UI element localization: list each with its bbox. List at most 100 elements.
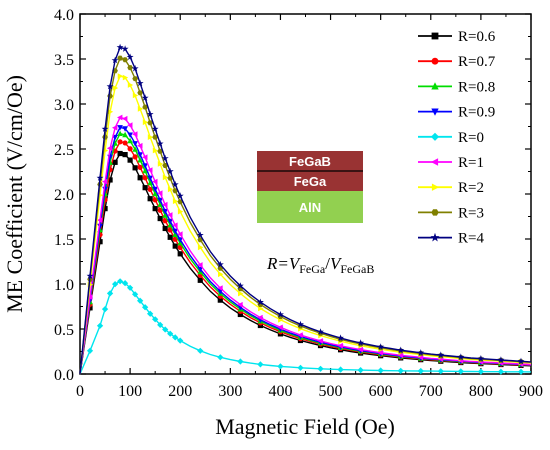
data-point xyxy=(96,322,104,329)
ratio-formula: R=VFeGa/VFeGaB xyxy=(266,254,374,276)
data-point xyxy=(497,356,505,363)
layer-fega-label: FeGa xyxy=(294,174,327,189)
data-point xyxy=(142,154,148,161)
data-point xyxy=(122,115,128,122)
data-point xyxy=(457,368,464,375)
data-point xyxy=(157,197,163,204)
data-point xyxy=(297,332,303,338)
data-point xyxy=(127,284,134,291)
data-point xyxy=(277,310,284,318)
data-point xyxy=(256,298,264,306)
data-point xyxy=(217,354,224,361)
data-point xyxy=(258,305,264,312)
data-point xyxy=(137,90,143,96)
y-tick-label: 2.0 xyxy=(54,187,74,204)
legend-entry: R=4 xyxy=(418,231,484,247)
legend-entry: R=0.7 xyxy=(418,54,496,70)
data-point xyxy=(132,92,139,99)
y-tick-label: 2.5 xyxy=(54,142,74,159)
data-point xyxy=(317,328,324,335)
data-point xyxy=(137,164,143,170)
data-point xyxy=(132,131,138,137)
data-point xyxy=(137,175,143,181)
legend-label: R=0 xyxy=(458,130,484,146)
data-point xyxy=(117,278,124,285)
data-point xyxy=(172,334,179,341)
data-point xyxy=(101,178,108,185)
x-tick-label: 800 xyxy=(469,383,493,400)
data-point xyxy=(397,346,405,354)
legend-swatch-marker xyxy=(430,232,440,242)
x-tick-label: 400 xyxy=(268,383,292,400)
x-tick-label: 700 xyxy=(419,383,443,400)
x-tick-label: 300 xyxy=(218,383,242,400)
data-point xyxy=(147,179,153,186)
data-point xyxy=(162,212,168,218)
data-point xyxy=(317,365,324,372)
legend-label: R=0.9 xyxy=(458,105,495,121)
data-point xyxy=(147,310,154,317)
data-point xyxy=(172,243,178,249)
axis-tick-labels: 0 100 200 300 400 500 600 700 800 900 0.0 0.5 1.0 1.5… xyxy=(54,7,543,400)
y-tick-label: 4.0 xyxy=(54,7,74,24)
data-point xyxy=(152,178,158,185)
data-point xyxy=(172,228,179,235)
data-point xyxy=(437,368,444,375)
data-point xyxy=(377,349,383,356)
data-point xyxy=(147,167,153,173)
data-point xyxy=(357,346,363,353)
data-point xyxy=(172,198,179,205)
data-point xyxy=(147,175,153,182)
data-point xyxy=(157,190,163,196)
legend-entry: R=0.8 xyxy=(418,79,495,95)
legend-entry: R=0.9 xyxy=(418,105,495,121)
data-point xyxy=(152,186,158,193)
data-point xyxy=(142,175,148,181)
data-point xyxy=(517,357,525,365)
data-point xyxy=(137,157,143,163)
data-point xyxy=(167,212,173,218)
data-point xyxy=(137,152,143,158)
x-tick-label: 200 xyxy=(168,383,192,400)
data-point xyxy=(217,297,223,303)
y-tick-label: 1.0 xyxy=(54,277,74,294)
data-point xyxy=(157,161,164,167)
data-point xyxy=(117,55,123,61)
data-point xyxy=(122,280,129,287)
data-point xyxy=(517,368,525,375)
data-point xyxy=(102,206,108,212)
data-point xyxy=(86,294,93,300)
data-point xyxy=(122,152,128,158)
data-point xyxy=(142,163,148,169)
data-point xyxy=(477,368,484,375)
data-point xyxy=(196,231,204,239)
x-tick-label: 0 xyxy=(76,383,84,400)
data-point xyxy=(147,134,154,140)
data-point xyxy=(377,343,385,350)
data-point xyxy=(142,167,148,174)
data-point xyxy=(97,239,103,245)
x-tick-label: 900 xyxy=(519,383,543,400)
data-point xyxy=(112,85,119,91)
data-point xyxy=(157,321,164,328)
data-point xyxy=(167,221,174,228)
formula-v1: V xyxy=(289,254,302,273)
data-point xyxy=(497,368,505,375)
legend-swatch-marker xyxy=(431,32,439,40)
legend-label: R=0.8 xyxy=(458,79,495,95)
data-point xyxy=(172,222,178,229)
data-point xyxy=(111,56,119,64)
formula-sub1: FeGa xyxy=(299,262,326,276)
x-axis-label: Magnetic Field (Oe) xyxy=(215,414,395,439)
data-point xyxy=(142,185,148,191)
data-point xyxy=(127,157,133,163)
data-point xyxy=(162,174,169,181)
data-point xyxy=(297,364,304,371)
x-tick-label: 100 xyxy=(118,383,142,400)
data-point xyxy=(131,64,139,72)
data-point xyxy=(171,180,179,188)
data-point xyxy=(197,347,204,354)
data-point xyxy=(152,316,159,323)
legend-swatch-marker xyxy=(431,209,439,216)
